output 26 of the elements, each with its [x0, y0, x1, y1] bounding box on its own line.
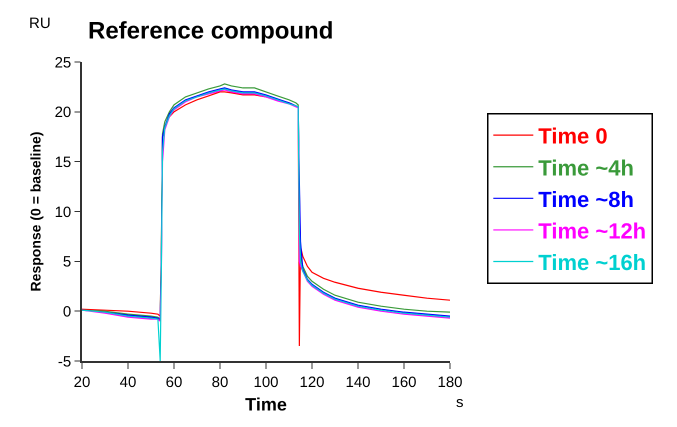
legend-label: Time ~4h: [538, 155, 634, 180]
x-tick-label: 120: [299, 374, 325, 391]
x-tick-label: 100: [253, 374, 279, 391]
y-tick-label: -5: [58, 353, 72, 370]
x-tick-label: 180: [437, 374, 463, 391]
y-tick-label: 5: [62, 254, 72, 271]
y-tick-label: 20: [54, 104, 72, 122]
x-tick-label: 40: [120, 374, 136, 391]
x-tick-label: 140: [345, 374, 371, 391]
x-tick-label: 20: [74, 374, 90, 391]
x-tick-label: 80: [212, 374, 228, 391]
y-axis-title: Response (0 = baseline): [28, 132, 44, 292]
y-tick-label: 25: [54, 54, 72, 72]
y-tick-label: 15: [54, 154, 72, 171]
x-tick-label: 160: [391, 374, 417, 391]
y-tick-label: 10: [54, 204, 72, 221]
legend-label: Time 0: [538, 124, 608, 149]
x-tick-label: 60: [166, 374, 182, 391]
chart-title: Reference compound: [88, 17, 334, 44]
legend-label: Time ~12h: [538, 218, 646, 244]
text: RU: [29, 15, 51, 32]
legend-label: Time ~16h: [538, 250, 646, 276]
x-axis-title: Time: [245, 394, 287, 414]
y-tick-label: 0: [62, 303, 72, 320]
legend-label: Time ~8h: [538, 186, 634, 212]
text: s: [456, 394, 464, 411]
